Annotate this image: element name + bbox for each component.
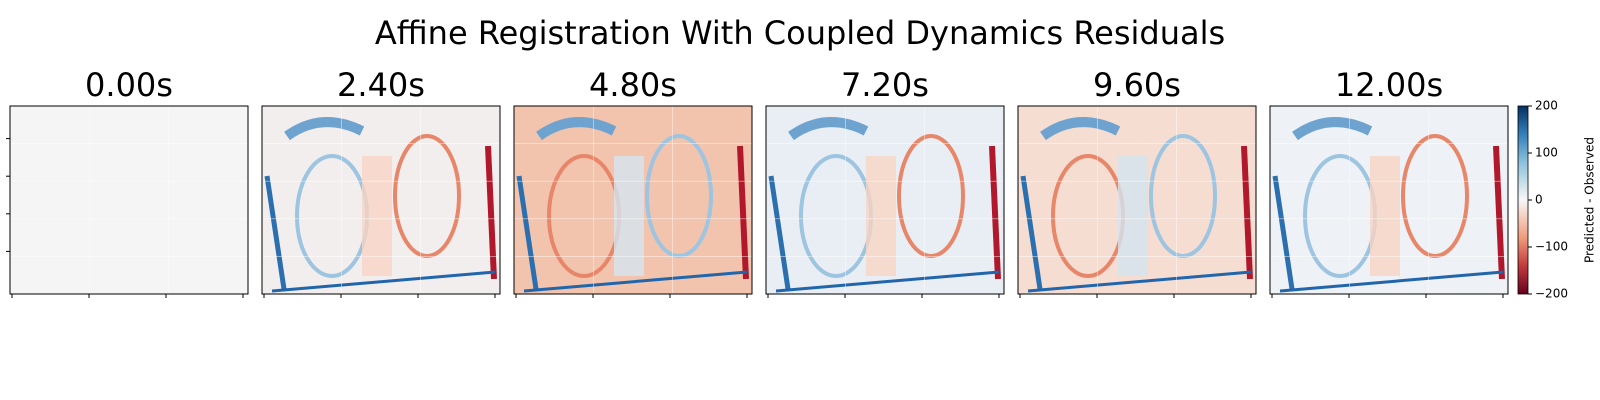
image-structure [1493,145,1505,280]
figure-title: Affine Registration With Coupled Dynamic… [375,14,1225,52]
image-structure [362,156,392,276]
image-background [10,106,248,294]
colorbar-tick-label: 200 [1535,99,1558,113]
panel-title: 12.00s [1335,66,1443,104]
image-structure [393,134,461,258]
image-structure [1370,156,1400,276]
panel-frame [765,105,1005,295]
panel-frame [513,105,753,295]
image-edge [1027,270,1252,293]
image-structure [768,175,791,290]
panel-title: 7.20s [841,66,929,104]
image-structure [645,134,713,258]
colorbar-label: Predicted - Observed [1583,137,1597,263]
panel-frame [1269,105,1509,295]
panel-title: 9.60s [1093,66,1181,104]
panel-image [1270,106,1509,294]
image-structure [284,117,365,141]
image-structure [989,145,1001,280]
image-edge [1279,270,1504,293]
panel-image [514,106,753,294]
image-structure [1241,145,1253,280]
panel-title: 0.00s [85,66,173,104]
image-edge [775,270,1000,293]
image-structure [516,175,539,290]
colorbar-tick-label: 100 [1535,146,1558,160]
panel-image [262,106,501,294]
image-structure [1292,117,1373,141]
image-structure [1040,117,1121,141]
panel-image [10,106,249,294]
panel-frame [1017,105,1257,295]
image-structure [536,117,617,141]
image-structure [1118,156,1148,276]
image-structure [485,145,497,280]
colorbar-tick-label: −100 [1535,240,1568,254]
colorbar-tick-label: 0 [1535,193,1543,207]
image-structure [1149,134,1217,258]
panel-title: 2.40s [337,66,425,104]
image-structure [264,175,287,290]
panel-title: 4.80s [589,66,677,104]
image-structure [897,134,965,258]
image-structure [1020,175,1043,290]
image-structure [788,117,869,141]
panel-frame [9,105,249,295]
colorbar-tick-label: −200 [1535,287,1568,301]
image-structure [1401,134,1469,258]
image-structure [1272,175,1295,290]
image-structure [737,145,749,280]
panel-image [1018,106,1257,294]
panel-frame [261,105,501,295]
image-structure [866,156,896,276]
image-edge [271,270,496,293]
colorbar [1517,105,1529,295]
panel-image [766,106,1005,294]
image-structure [614,156,644,276]
image-edge [523,270,748,293]
